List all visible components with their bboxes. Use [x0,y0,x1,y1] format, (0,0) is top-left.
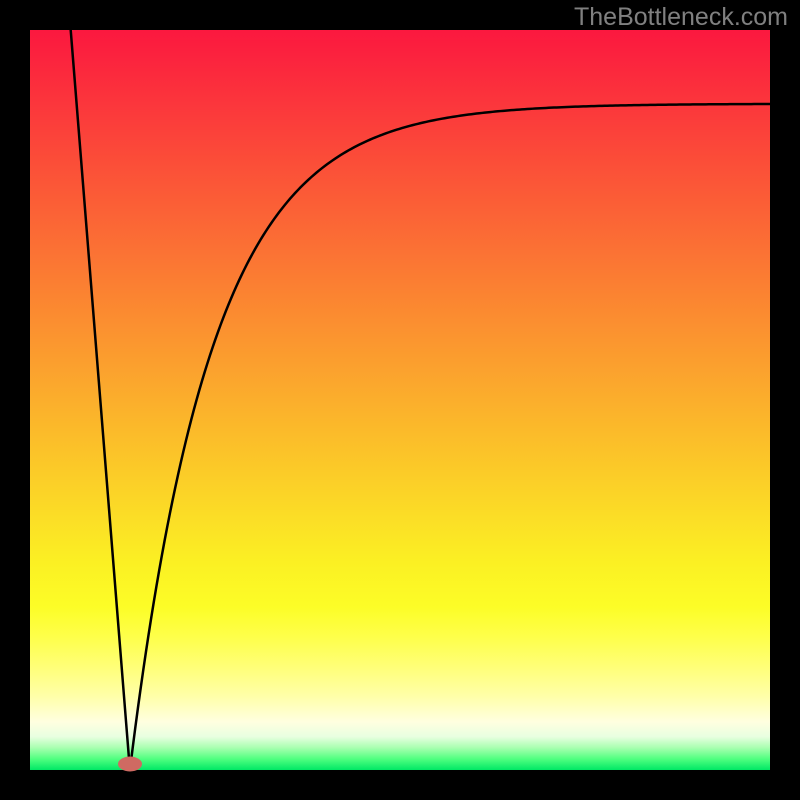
plot-area [30,30,770,770]
watermark-text: TheBottleneck.com [574,3,788,32]
chart-frame: TheBottleneck.com [0,0,800,800]
curve-layer [30,30,770,770]
minimum-marker [118,757,142,772]
